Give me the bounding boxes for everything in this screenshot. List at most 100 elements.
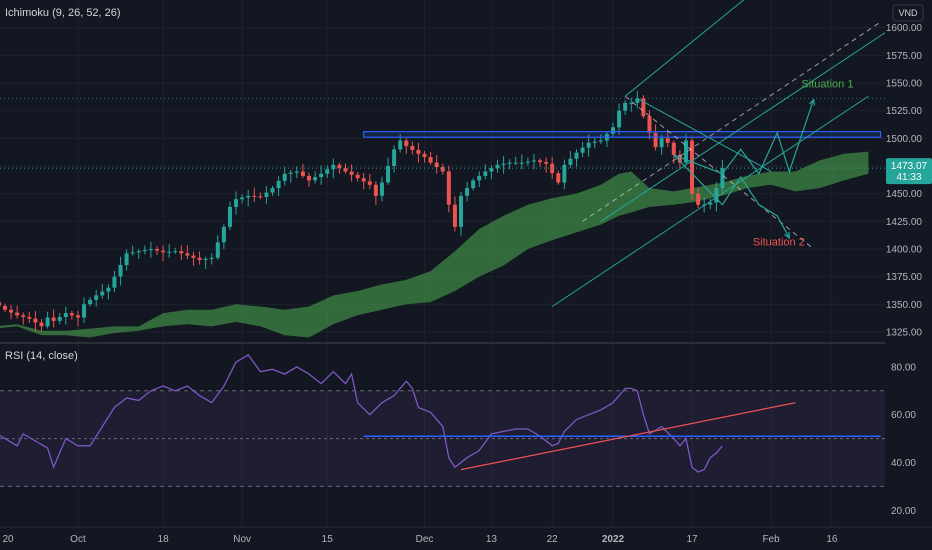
candle-body	[477, 175, 482, 181]
time-axis[interactable]: 20 Oct 18 Nov 15 Dec 13 22 2022 17 Feb 16	[0, 526, 932, 545]
candle-body	[592, 141, 597, 143]
rsi-indicator-label[interactable]: RSI (14, close)	[5, 350, 78, 362]
candle-body	[21, 315, 26, 317]
candle-body	[270, 188, 275, 193]
candle-body	[106, 287, 111, 292]
candle-body	[209, 257, 214, 259]
candle-body	[386, 165, 391, 183]
candle-body	[234, 199, 239, 207]
candle-body	[112, 276, 117, 288]
time-tick-label: 16	[826, 534, 838, 545]
time-tick-label: 13	[486, 534, 498, 545]
currency-badge-box	[892, 4, 924, 22]
resistance-zone	[363, 131, 882, 138]
price-axis-panel	[885, 0, 932, 528]
situation-1-path-arrowhead	[809, 98, 815, 106]
price-tick-label: 1325.00	[886, 327, 923, 338]
candle-body	[282, 173, 287, 181]
rsi-trend-line	[460, 402, 796, 471]
candle-body	[513, 162, 518, 164]
time-tick-label: 18	[158, 534, 170, 545]
candle-body	[343, 168, 348, 172]
candle-body	[641, 98, 646, 117]
candle-body	[227, 206, 232, 227]
candle-body	[586, 142, 591, 148]
dashed-trend-line	[582, 21, 881, 222]
candle-body	[556, 173, 561, 183]
currency-badge[interactable]: VND	[892, 4, 924, 22]
rsi-band-fill	[0, 390, 885, 487]
candle-body	[361, 178, 366, 182]
candle-body	[574, 152, 579, 159]
candle-body	[483, 171, 488, 176]
candle-body	[531, 160, 536, 162]
candle-body	[27, 316, 32, 319]
candle-body	[446, 171, 451, 205]
candle-body	[258, 196, 263, 198]
time-tick-label: Nov	[233, 534, 251, 545]
candle-body	[544, 162, 549, 164]
candle-body	[33, 318, 38, 323]
candle-body	[57, 316, 62, 321]
candle-body	[373, 184, 378, 196]
candle-body	[39, 322, 44, 327]
candle-body	[398, 140, 403, 150]
candle-body	[142, 250, 147, 252]
candle-body	[185, 253, 190, 256]
annotation-situation-2: Situation 2	[753, 237, 805, 249]
candle-body	[246, 195, 251, 198]
time-tick-label: Oct	[70, 534, 86, 545]
rsi-axis[interactable]: 20.00 40.00 60.00 80.00	[891, 362, 916, 516]
candle-body	[677, 154, 682, 163]
candle-body	[118, 264, 123, 277]
rsi-tick-label: 20.00	[891, 506, 916, 517]
candle-body	[136, 251, 141, 253]
candle-body	[683, 140, 688, 163]
candle-body	[288, 172, 293, 174]
candle-body	[349, 171, 354, 175]
candle-body	[489, 168, 494, 172]
candle-body	[355, 174, 360, 179]
time-tick-label: Dec	[416, 534, 434, 545]
candle-body	[319, 173, 324, 178]
candle-body	[720, 168, 725, 189]
trend-channel-line	[551, 95, 869, 307]
situation-2-path-arrowhead	[784, 231, 790, 240]
rsi-pane[interactable]	[0, 354, 885, 487]
candle-body	[617, 110, 622, 128]
candle-body	[422, 153, 427, 158]
candle-body	[690, 140, 695, 194]
candle-body	[300, 171, 305, 176]
candle-body	[659, 138, 664, 148]
candle-body	[708, 202, 713, 205]
candle-body	[635, 98, 640, 103]
time-tick-label: 22	[547, 534, 559, 545]
candle-body	[94, 295, 99, 300]
candle-body	[179, 251, 184, 254]
candle-body	[562, 164, 567, 183]
price-axis[interactable]: 1325.00 1350.00 1375.00 1400.00 1425.00 1450.…	[885, 0, 932, 528]
time-tick-label: 17	[686, 534, 698, 545]
candle-body	[124, 253, 129, 265]
time-tick-label: 20	[2, 534, 14, 545]
candle-body	[45, 317, 50, 327]
price-tick-label: 1425.00	[886, 217, 923, 228]
annotation-situation-1: Situation 1	[801, 78, 853, 90]
candle-body	[15, 312, 20, 316]
candle-body	[155, 248, 159, 251]
candle-body	[148, 248, 153, 251]
candle-body	[337, 164, 342, 169]
rsi-overlays	[0, 354, 881, 473]
situation-1-path	[673, 99, 815, 175]
candle-body	[100, 291, 105, 296]
candle-body	[313, 177, 318, 181]
candle-body	[416, 149, 421, 154]
candle-body	[276, 180, 281, 189]
candle-body	[167, 251, 172, 253]
candle-body	[173, 251, 178, 253]
candle-body	[294, 171, 299, 173]
ichimoku-indicator-label[interactable]: Ichimoku (9, 26, 52, 26)	[5, 7, 121, 19]
candle-body	[459, 195, 463, 227]
candle-body	[410, 146, 415, 150]
